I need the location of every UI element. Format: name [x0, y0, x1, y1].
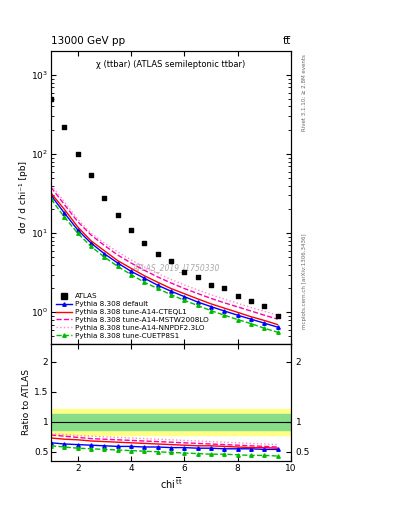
- Point: [114, 211, 121, 219]
- Point: [181, 268, 187, 276]
- Text: 13000 GeV pp: 13000 GeV pp: [51, 36, 125, 46]
- Point: [208, 281, 214, 289]
- Point: [61, 123, 68, 131]
- Point: [261, 302, 267, 310]
- Point: [168, 257, 174, 265]
- Text: mcplots.cern.ch [arXiv:1306.3436]: mcplots.cern.ch [arXiv:1306.3436]: [302, 234, 307, 329]
- Point: [248, 296, 254, 305]
- X-axis label: chi$^{\,\mathregular{\overline{t}t}}$: chi$^{\,\mathregular{\overline{t}t}}$: [160, 475, 182, 491]
- Point: [128, 226, 134, 234]
- Point: [221, 284, 228, 292]
- Point: [234, 292, 241, 300]
- Y-axis label: Ratio to ATLAS: Ratio to ATLAS: [22, 369, 31, 435]
- Text: tt̅: tt̅: [283, 36, 291, 46]
- Text: Rivet 3.1.10; ≥ 2.8M events: Rivet 3.1.10; ≥ 2.8M events: [302, 54, 307, 131]
- Text: χ (ttbar) (ATLAS semileptonic ttbar): χ (ttbar) (ATLAS semileptonic ttbar): [96, 60, 246, 69]
- Point: [154, 250, 161, 258]
- Bar: [51, 409, 291, 435]
- Point: [75, 150, 81, 158]
- Point: [274, 312, 281, 320]
- Bar: [51, 414, 291, 430]
- Point: [88, 170, 94, 179]
- Point: [141, 239, 147, 247]
- Text: ATLAS_2019_I1750330: ATLAS_2019_I1750330: [132, 263, 219, 272]
- Point: [195, 273, 201, 281]
- Legend: ATLAS, Pythia 8.308 default, Pythia 8.308 tune-A14-CTEQL1, Pythia 8.308 tune-A14: ATLAS, Pythia 8.308 default, Pythia 8.30…: [55, 292, 210, 340]
- Y-axis label: dσ / d chi⁻¹ [pb]: dσ / d chi⁻¹ [pb]: [19, 161, 28, 233]
- Point: [48, 95, 54, 103]
- Point: [101, 194, 108, 202]
